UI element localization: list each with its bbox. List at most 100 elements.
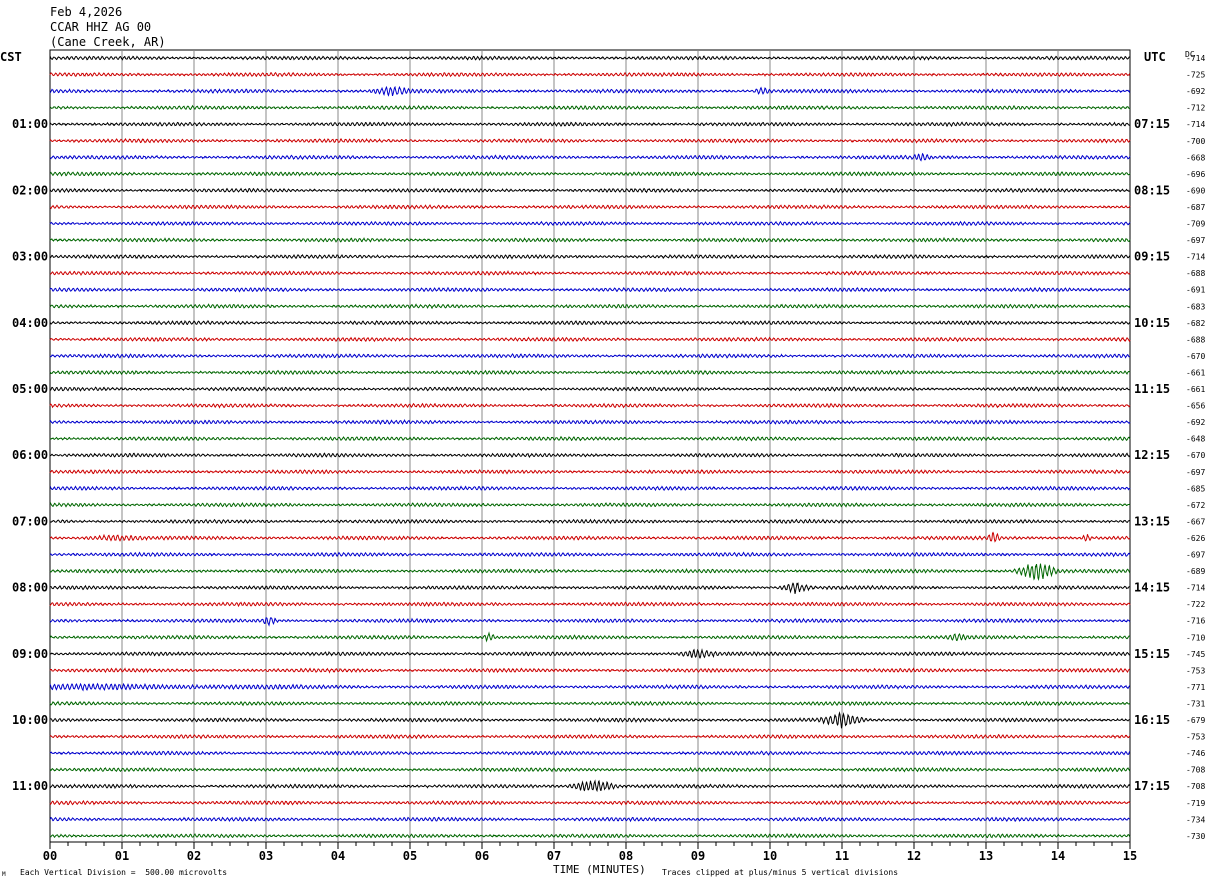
right-axis-label: UTC [1144, 50, 1166, 64]
seismic-trace [49, 711, 1130, 729]
dc-offset-label: -714 [1186, 54, 1205, 63]
dc-offset-label: -670 [1186, 451, 1205, 460]
dc-offset-label: -661 [1186, 385, 1205, 394]
seismic-trace [49, 187, 1131, 194]
chart-date: Feb 4,2026 [50, 5, 123, 19]
dc-offset-label: -692 [1186, 418, 1205, 427]
utc-hour-label: 07:15 [1134, 117, 1170, 131]
dc-offset-label: -679 [1186, 716, 1205, 725]
cst-hour-label: 08:00 [12, 581, 48, 595]
dc-offset-label: -725 [1186, 71, 1205, 80]
x-tick-label: 10 [763, 849, 777, 863]
seismic-trace [49, 270, 1131, 276]
x-tick-label: 01 [115, 849, 129, 863]
dc-offset-label: -753 [1186, 666, 1205, 675]
dc-offset-label: -745 [1186, 650, 1205, 659]
seismic-trace [49, 286, 1131, 293]
seismic-trace [49, 667, 1131, 674]
seismic-trace [49, 386, 1131, 392]
seismic-trace [49, 766, 1131, 773]
seismic-trace [49, 369, 1131, 376]
dc-offset-label: -687 [1186, 203, 1205, 212]
dc-offset-label: -685 [1186, 484, 1205, 493]
seismic-trace [49, 631, 1131, 643]
utc-hour-label: 08:15 [1134, 183, 1170, 197]
cst-hour-label: 10:00 [12, 713, 48, 727]
utc-hour-label: 12:15 [1134, 448, 1170, 462]
cst-hour-label: 05:00 [12, 382, 48, 396]
seismic-trace [49, 402, 1131, 409]
utc-hour-label: 14:15 [1134, 581, 1170, 595]
x-tick-label: 12 [907, 849, 921, 863]
dc-offset-label: -682 [1186, 319, 1205, 328]
seismic-trace [49, 682, 1131, 692]
utc-hour-label: 17:15 [1134, 779, 1170, 793]
seismic-trace [49, 55, 1131, 61]
dc-offset-label: -710 [1186, 633, 1205, 642]
dc-offset-label: -708 [1186, 766, 1205, 775]
corner-mark: M [2, 871, 6, 878]
dc-offset-label: -712 [1186, 104, 1205, 113]
seismic-trace [49, 104, 1131, 111]
seismic-trace [49, 502, 1131, 508]
utc-hour-label: 10:15 [1134, 316, 1170, 330]
seismic-trace [49, 648, 1131, 659]
cst-hour-label: 07:00 [12, 514, 48, 528]
plot-frame [49, 49, 1131, 843]
utc-hour-label: 16:15 [1134, 713, 1170, 727]
dc-offset-label: -667 [1186, 517, 1205, 526]
dc-offset-label: -722 [1186, 600, 1205, 609]
x-tick-label: 11 [835, 849, 849, 863]
cst-hour-label: 09:00 [12, 647, 48, 661]
seismic-trace [49, 137, 1131, 144]
left-axis-label: CST [0, 50, 22, 64]
x-tick-label: 03 [259, 849, 273, 863]
x-tick-label: 02 [187, 849, 201, 863]
x-tick-label: 14 [1051, 849, 1065, 863]
dc-offset-label: -697 [1186, 236, 1205, 245]
seismic-trace [49, 253, 1131, 260]
x-tick-label: 15 [1123, 849, 1137, 863]
cst-hour-label: 06:00 [12, 448, 48, 462]
x-tick-label: 06 [475, 849, 489, 863]
dc-offset-label: -688 [1186, 269, 1205, 278]
seismic-trace [49, 779, 1131, 793]
dc-offset-label: -771 [1186, 683, 1205, 692]
dc-offset-label: -708 [1186, 782, 1205, 791]
dc-offset-label: -691 [1186, 286, 1205, 295]
scale-note: Each Vertical Division = 500.00 microvol… [20, 868, 228, 877]
seismic-trace [49, 617, 1131, 627]
dc-offset-label: -648 [1186, 435, 1205, 444]
x-tick-label: 08 [619, 849, 633, 863]
seismic-trace [49, 750, 1131, 757]
seismic-trace [49, 518, 1131, 525]
seismic-trace [49, 236, 1131, 243]
station-location: (Cane Creek, AR) [50, 35, 166, 49]
dc-offset-label: -734 [1186, 815, 1205, 824]
dc-offset-label: -670 [1186, 352, 1205, 361]
seismic-trace [49, 563, 1131, 582]
seismic-trace [49, 152, 1131, 162]
dc-offset-label: -716 [1186, 617, 1205, 626]
dc-label: DC [1185, 50, 1195, 59]
seismic-trace [49, 832, 1131, 839]
dc-offset-label: -700 [1186, 137, 1205, 146]
seismic-trace [49, 452, 1131, 459]
utc-hour-label: 13:15 [1134, 514, 1170, 528]
seismic-trace [49, 419, 1131, 426]
utc-hour-label: 11:15 [1134, 382, 1170, 396]
utc-hour-label: 15:15 [1134, 647, 1170, 661]
x-axis-title: TIME (MINUTES) [553, 863, 646, 876]
x-tick-label: 00 [43, 849, 57, 863]
dc-offset-label: -696 [1186, 170, 1205, 179]
dc-offset-label: -626 [1186, 534, 1205, 543]
dc-offset-label: -730 [1186, 832, 1205, 841]
seismic-trace [49, 71, 1131, 78]
dc-offset-label: -668 [1186, 153, 1205, 162]
seismic-trace [49, 319, 1131, 326]
seismic-trace [49, 121, 1131, 128]
seismic-trace [49, 435, 1131, 442]
dc-offset-label: -709 [1186, 220, 1205, 229]
dc-offset-label: -746 [1186, 749, 1205, 758]
